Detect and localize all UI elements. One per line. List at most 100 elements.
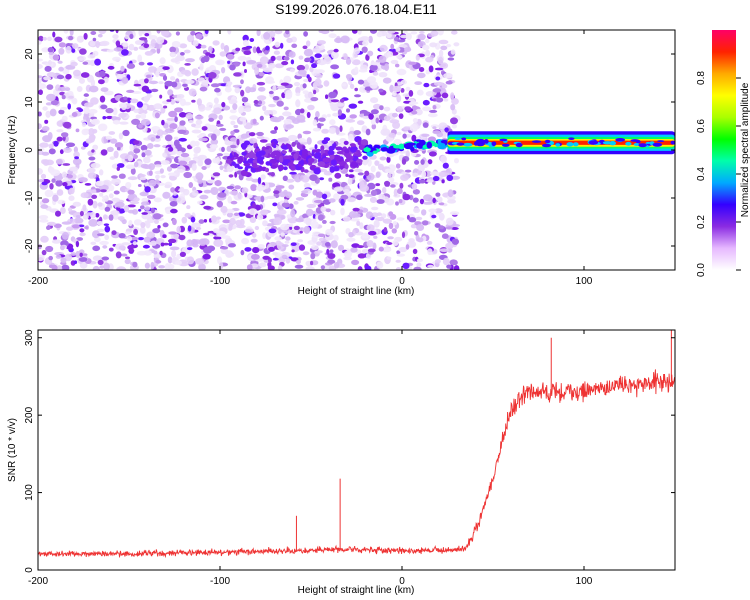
spectrogram-cell: [396, 39, 406, 43]
spectrogram-cell: [314, 155, 322, 159]
spectrogram-cell: [357, 172, 364, 176]
spectrogram-cell: [49, 108, 57, 117]
spectrogram-cell: [95, 40, 100, 49]
spectrogram-cell: [243, 162, 251, 167]
spectrogram-cell: [379, 156, 387, 161]
spectrogram-cell: [92, 50, 99, 57]
spectrogram-cell: [234, 86, 241, 94]
spectrogram-cell: [218, 114, 223, 120]
spectrogram-cell: [411, 110, 418, 115]
spectrogram-cell: [44, 189, 54, 198]
spectrogram-cell: [220, 235, 231, 239]
spectrogram-cell: [425, 49, 430, 57]
spectrogram-cell: [333, 262, 340, 269]
spectrogram-cell: [303, 169, 309, 173]
spectrogram-cell: [244, 166, 249, 172]
spectrogram-cell: [281, 254, 288, 259]
spectrogram-cell: [275, 254, 281, 259]
spectrogram-cell: [396, 217, 405, 221]
spectrogram-cell: [142, 244, 150, 249]
spectrogram-cell: [450, 175, 461, 180]
spectrogram-cell: [312, 149, 320, 153]
spectrogram-cell: [321, 193, 328, 200]
spectrogram-cell: [453, 42, 460, 47]
spectrogram-cell: [86, 116, 91, 123]
spectrogram-cell: [432, 130, 441, 135]
spectrogram-cell: [426, 179, 434, 183]
spectrogram-cell: [402, 133, 407, 139]
spectrogram-cell: [441, 233, 449, 239]
spectrogram-cell: [60, 207, 66, 214]
spectrogram-cell: [180, 69, 191, 75]
spectrogram-cell: [129, 143, 134, 151]
spectrogram-cell: [396, 54, 403, 59]
spectrogram-cell: [224, 86, 232, 93]
spectrogram-cell: [346, 197, 356, 203]
spectrogram-cell: [45, 110, 51, 118]
spectrogram-cell: [203, 55, 210, 63]
spectrogram-cell: [555, 143, 561, 147]
spectrogram-cell: [190, 140, 197, 147]
spectrogram-cell: [67, 174, 73, 179]
spectrogram-cell: [164, 134, 173, 142]
spectrogram-cell: [61, 221, 72, 225]
spectrogram-cell: [366, 224, 375, 232]
spectrogram-cell: [395, 259, 401, 263]
spectrogram-cell: [82, 204, 87, 211]
spectrogram-cell: [38, 75, 43, 79]
spectrogram-cell: [40, 204, 49, 209]
spectrogram-cell: [346, 237, 356, 242]
spectrogram-cell: [260, 195, 265, 203]
spectrogram-cell: [118, 245, 126, 250]
spectrogram-cell: [389, 84, 395, 93]
spectrogram-cell: [250, 150, 254, 158]
spectrogram-cell: [328, 91, 337, 99]
spectrogram-cell: [388, 132, 396, 138]
spectrogram-cell: [286, 178, 295, 183]
spectrogram-cell: [299, 108, 305, 114]
spectrogram-cell: [185, 112, 194, 120]
spectrogram-cell: [213, 97, 219, 104]
spectrogram-cell: [410, 31, 418, 35]
spectrogram-cell: [45, 102, 53, 106]
spectrogram-cell: [364, 265, 372, 270]
spectrogram-cell: [302, 251, 310, 256]
spectrogram-cell: [375, 216, 385, 222]
spectrogram-cell: [426, 141, 432, 149]
spectrogram-cell: [157, 225, 161, 229]
spectrogram-cell: [283, 118, 293, 125]
spectrogram-cell: [446, 264, 452, 269]
spectrogram-cell: [396, 250, 401, 254]
spectrogram-cell: [228, 225, 233, 231]
spectrogram-cell: [223, 152, 230, 157]
spectrogram-cell: [388, 48, 397, 52]
spectrogram-cell: [264, 167, 270, 173]
spectrogram-cell: [58, 47, 65, 55]
spectrogram-cell: [190, 31, 196, 36]
spectrogram-cell: [356, 159, 363, 163]
spectrogram-cell: [392, 91, 397, 96]
spectrogram-cell: [262, 232, 267, 240]
spectrogram-cell: [343, 140, 349, 145]
spectrogram-cell: [364, 86, 372, 91]
spectrogram-cell: [73, 217, 84, 224]
spectrogram-cell: [451, 98, 459, 105]
spectrogram-cell: [389, 119, 400, 124]
spectrogram-cell: [161, 30, 170, 37]
spectrogram-cell: [416, 89, 424, 96]
spectrogram-cell: [395, 63, 400, 68]
spectrogram-cell: [210, 138, 219, 146]
spectrogram-cell: [79, 78, 85, 84]
spectrogram-cell: [38, 78, 42, 84]
spectrogram-cell: [405, 86, 411, 92]
spectrogram-cell: [336, 158, 343, 162]
spectrogram-cell: [237, 55, 247, 61]
spectrogram-cell: [316, 241, 322, 246]
spectrogram-cell: [285, 191, 293, 199]
spectrogram-cell: [88, 109, 98, 114]
spectrogram-cell: [221, 146, 225, 152]
spectrogram-cell: [240, 249, 245, 256]
spectrogram-cell: [127, 235, 133, 242]
spectrogram-cell: [58, 109, 65, 115]
spectrogram-cell: [233, 124, 239, 129]
